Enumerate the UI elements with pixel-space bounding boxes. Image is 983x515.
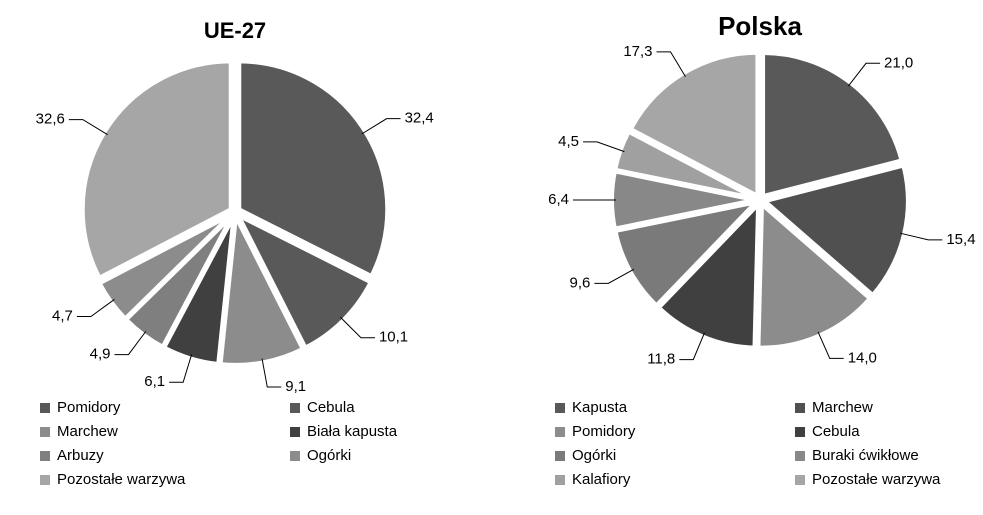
legend-label: Pomidory [57, 399, 121, 416]
leader-line [679, 332, 705, 361]
legend-swatch [290, 427, 300, 437]
legend-label: Marchew [812, 399, 873, 416]
data-label: 4,5 [558, 133, 579, 150]
leader-line [900, 232, 943, 241]
legend-label: Pomidory [572, 423, 636, 440]
leader-line [68, 119, 108, 136]
data-label: 17,3 [623, 43, 652, 60]
leader-line [847, 62, 881, 87]
data-label: 9,6 [570, 274, 591, 291]
legend-swatch [40, 403, 50, 413]
chart-title: Polska [718, 11, 802, 41]
legend-swatch [795, 427, 805, 437]
legend-swatch [290, 451, 300, 461]
legend-swatch [555, 475, 565, 485]
legend-label: Ogórki [307, 447, 351, 464]
data-label: 4,9 [90, 346, 111, 363]
legend-swatch [290, 403, 300, 413]
data-label: 6,4 [548, 191, 569, 208]
leader-line [76, 299, 115, 317]
data-label: 21,0 [884, 54, 913, 71]
legend-label: Ogórki [572, 447, 616, 464]
legend-swatch [795, 451, 805, 461]
data-label: 14,0 [848, 349, 877, 366]
legend-swatch [555, 427, 565, 437]
data-label: 10,1 [379, 329, 408, 346]
data-label: 15,4 [946, 231, 975, 248]
leader-line [594, 268, 635, 284]
leader-line [656, 51, 686, 78]
data-label: 11,8 [647, 351, 675, 368]
legend-label: Pozostałe warzywa [57, 471, 186, 488]
data-label: 6,1 [144, 373, 165, 390]
leader-line [583, 141, 625, 153]
legend-swatch [795, 403, 805, 413]
legend-label: Cebula [812, 423, 860, 440]
legend-label: Biała kapusta [307, 423, 398, 440]
legend-swatch [40, 475, 50, 485]
leader-line [169, 354, 193, 383]
legend-label: Marchew [57, 423, 118, 440]
legend-label: Pozostałe warzywa [812, 471, 941, 488]
chart-title: UE-27 [204, 18, 266, 43]
legend-swatch [40, 451, 50, 461]
data-label: 32,6 [36, 111, 65, 128]
legend-swatch [40, 427, 50, 437]
data-label: 32,4 [405, 110, 434, 127]
legend-swatch [555, 403, 565, 413]
data-label: 9,1 [285, 378, 306, 395]
leader-line [817, 331, 844, 359]
legend-swatch [555, 451, 565, 461]
legend-label: Arbuzy [57, 447, 104, 464]
leader-line [361, 118, 401, 135]
leader-line [114, 331, 147, 356]
legend-label: Kalafiory [572, 471, 631, 488]
legend-label: Kapusta [572, 399, 628, 416]
leader-line [261, 358, 282, 388]
legend-label: Buraki ćwikłowe [812, 447, 919, 464]
legend-label: Cebula [307, 399, 355, 416]
leader-line [340, 316, 375, 339]
legend-swatch [795, 475, 805, 485]
data-label: 4,7 [52, 307, 73, 324]
